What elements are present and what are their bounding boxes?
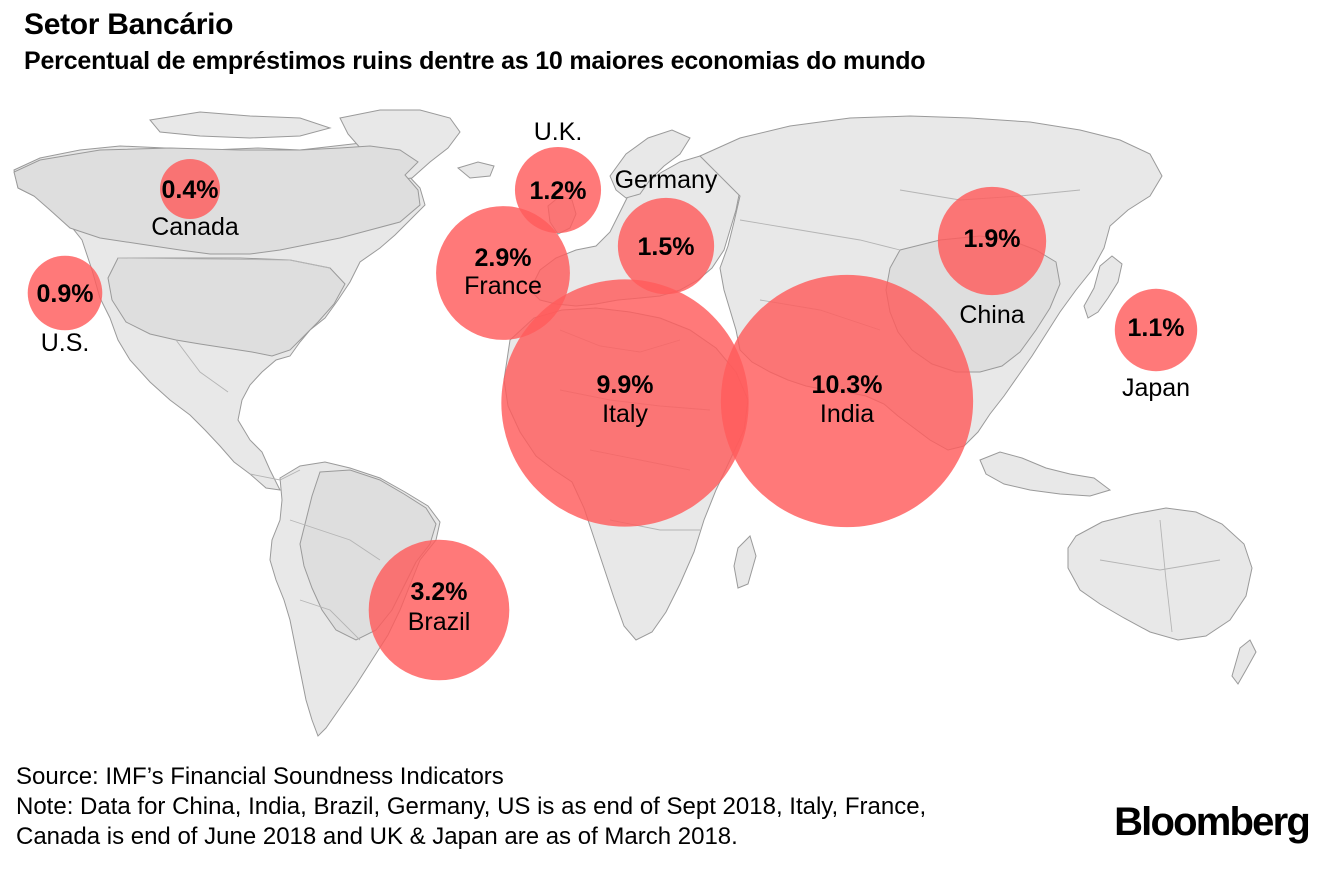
japan-landmass xyxy=(1083,255,1123,319)
country-label-us: U.S. xyxy=(41,329,90,357)
value-label-china: 1.9% xyxy=(964,225,1021,253)
bubble-uk xyxy=(514,146,602,234)
country-label-france: France xyxy=(464,272,542,300)
bubble-italy xyxy=(501,279,749,527)
value-label-brazil: 3.2% xyxy=(411,578,468,606)
australia-landmass xyxy=(1067,507,1253,641)
scandinavia-landmass xyxy=(609,129,691,199)
value-label-canada: 0.4% xyxy=(162,176,219,204)
label-layer: 3.2%Brazil 2.9%France 9.9%Italy 10.3%India 1… xyxy=(37,118,1191,636)
madagascar-landmass xyxy=(733,535,757,589)
new-zealand-landmass xyxy=(1231,639,1257,685)
page-subtitle: Percentual de empréstimos ruins dentre a… xyxy=(24,47,926,75)
country-label-italy: Italy xyxy=(602,400,648,428)
arctic-islands xyxy=(149,111,332,139)
iceland-landmass xyxy=(456,161,495,179)
page-title: Setor Bancário xyxy=(24,8,234,41)
footer-notes: Source: IMF’s Financial Soundness Indica… xyxy=(16,762,926,852)
country-label-japan: Japan xyxy=(1122,374,1190,402)
world-map: 3.2%Brazil 2.9%France 9.9%Italy 10.3%India 1… xyxy=(13,109,1257,737)
bubble-brazil xyxy=(368,539,510,681)
value-label-japan: 1.1% xyxy=(1128,314,1185,342)
bloomberg-logo: Bloomberg xyxy=(1114,800,1311,844)
bubble-germany xyxy=(617,197,715,295)
value-label-uk: 1.2% xyxy=(530,177,587,205)
bubble-japan xyxy=(1114,288,1198,372)
country-label-brazil: Brazil xyxy=(408,608,471,636)
bubble-layer xyxy=(27,146,1198,681)
highlighted-countries xyxy=(13,145,1061,641)
note-line-2: Canada is end of June 2018 and UK & Japa… xyxy=(16,823,738,850)
bubble-france xyxy=(436,206,570,340)
bubble-china xyxy=(937,186,1047,296)
country-label-china: China xyxy=(959,301,1024,329)
value-label-india: 10.3% xyxy=(812,371,883,399)
bubble-india xyxy=(720,274,974,528)
value-label-germany: 1.5% xyxy=(638,233,695,261)
country-label-uk: U.K. xyxy=(534,118,583,146)
country-label-india: India xyxy=(820,400,874,428)
country-label-germany: Germany xyxy=(615,166,718,194)
country-label-canada: Canada xyxy=(151,213,239,241)
southeast-asia-islands xyxy=(979,451,1112,497)
value-label-us: 0.9% xyxy=(37,280,94,308)
bubble-us xyxy=(27,255,103,331)
note-line-1: Note: Data for China, India, Brazil, Ger… xyxy=(16,793,927,820)
value-label-france: 2.9% xyxy=(475,244,532,272)
bubble-canada xyxy=(160,159,220,219)
value-label-italy: 9.9% xyxy=(597,371,654,399)
source-text: Source: IMF’s Financial Soundness Indica… xyxy=(16,763,504,790)
